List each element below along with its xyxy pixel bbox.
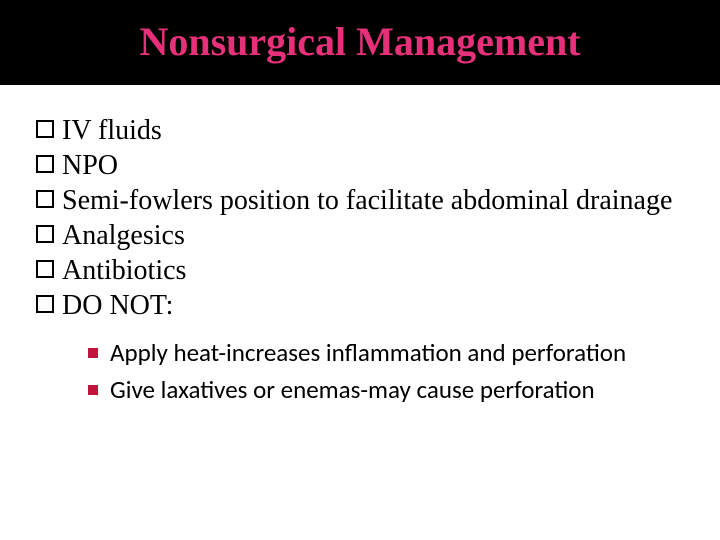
list-item: Antibiotics [36,253,684,288]
list-item: IV fluids [36,113,684,148]
list-item-text: Antibiotics [62,253,186,288]
square-bullet-icon [36,190,54,208]
square-bullet-icon [36,120,54,138]
list-item: Analgesics [36,218,684,253]
filled-square-bullet-icon [88,385,98,395]
list-item-text: DO NOT: [62,288,173,323]
filled-square-bullet-icon [88,348,98,358]
square-bullet-icon [36,295,54,313]
square-bullet-icon [36,260,54,278]
square-bullet-icon [36,225,54,243]
list-item: NPO [36,148,684,183]
list-item: Semi-fowlers position to facilitate abdo… [36,183,684,218]
list-item-text: Semi-fowlers position to facilitate abdo… [62,183,672,218]
title-bar: Nonsurgical Management [0,0,720,85]
list-item: DO NOT: [36,288,684,323]
slide-title: Nonsurgical Management [0,18,720,65]
square-bullet-icon [36,155,54,173]
list-item-text: IV fluids [62,113,162,148]
sub-list-item-text: Apply heat-increases inflammation and pe… [110,337,626,370]
slide-content: IV fluids NPO Semi-fowlers position to f… [0,85,720,406]
sub-list-item-text: Give laxatives or enemas-may cause perfo… [110,374,595,407]
list-item-text: NPO [62,148,118,183]
sub-list: Apply heat-increases inflammation and pe… [36,337,684,406]
sub-list-item: Apply heat-increases inflammation and pe… [88,337,684,370]
sub-list-item: Give laxatives or enemas-may cause perfo… [88,374,684,407]
list-item-text: Analgesics [62,218,185,253]
